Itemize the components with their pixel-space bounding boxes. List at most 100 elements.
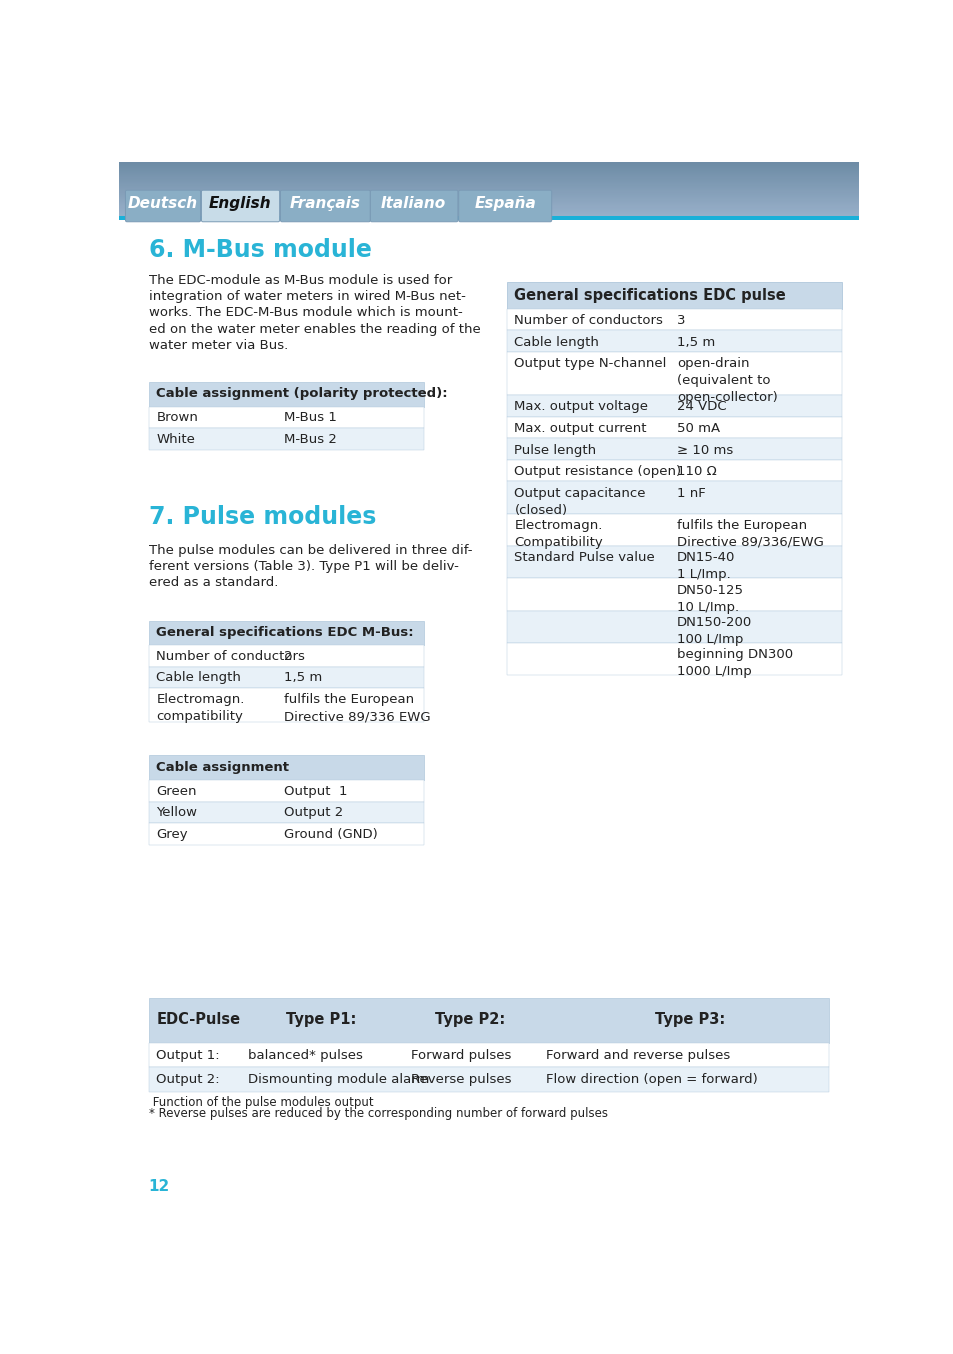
Text: Number of conductors: Number of conductors [514, 314, 662, 328]
Text: 1,5 m: 1,5 m [284, 672, 322, 685]
Bar [149, 780, 423, 802]
Text: Output 2: Output 2 [284, 806, 343, 819]
Bar [506, 282, 841, 309]
Text: ered as a standard.: ered as a standard. [149, 575, 277, 589]
Text: EDC-Pulse: EDC-Pulse [156, 1011, 240, 1026]
Bar [149, 646, 423, 666]
Bar [149, 688, 423, 722]
Text: fulfils the European
Directive 89/336/EWG: fulfils the European Directive 89/336/EW… [677, 519, 823, 548]
Text: English: English [209, 195, 272, 211]
Text: Cable assignment (polarity protected):: Cable assignment (polarity protected): [156, 387, 448, 401]
Bar [506, 513, 841, 546]
Bar [149, 1043, 828, 1067]
Text: Output 1:: Output 1: [156, 1049, 220, 1062]
Text: fulfils the European
Directive 89/336 EWG: fulfils the European Directive 89/336 EW… [284, 693, 431, 723]
Bar [506, 611, 841, 643]
Bar [506, 417, 841, 439]
Text: The EDC-module as M-Bus module is used for: The EDC-module as M-Bus module is used f… [149, 274, 452, 287]
Text: Cable length: Cable length [514, 336, 598, 349]
Text: Forward pulses: Forward pulses [410, 1049, 511, 1062]
Bar [149, 998, 828, 1043]
FancyBboxPatch shape [125, 190, 200, 222]
Text: M-Bus 2: M-Bus 2 [284, 433, 336, 445]
Text: 6. M-Bus module: 6. M-Bus module [149, 238, 371, 261]
Text: Output  1: Output 1 [284, 784, 348, 798]
Text: integration of water meters in wired M-Bus net-: integration of water meters in wired M-B… [149, 290, 465, 303]
Text: Max. output current: Max. output current [514, 422, 646, 435]
Text: Standard Pulse value: Standard Pulse value [514, 551, 655, 565]
Bar [149, 620, 423, 646]
Text: balanced* pulses: balanced* pulses [248, 1049, 362, 1062]
Bar [506, 460, 841, 481]
Text: M-Bus 1: M-Bus 1 [284, 412, 336, 424]
Text: General specifications EDC pulse: General specifications EDC pulse [514, 288, 785, 303]
Bar [149, 666, 423, 688]
Bar [506, 481, 841, 513]
Text: Output capacitance
(closed): Output capacitance (closed) [514, 486, 645, 517]
Bar [149, 1067, 828, 1091]
Bar [149, 406, 423, 428]
Text: Cable length: Cable length [156, 672, 241, 685]
Text: White: White [156, 433, 195, 445]
Bar [149, 802, 423, 823]
Text: Number of conductors: Number of conductors [156, 650, 305, 663]
FancyBboxPatch shape [458, 190, 551, 222]
Text: Type P3:: Type P3: [655, 1011, 725, 1026]
Bar [506, 439, 841, 460]
Text: DN50-125
10 L/Imp.: DN50-125 10 L/Imp. [677, 584, 743, 613]
Text: Cable assignment: Cable assignment [156, 761, 289, 773]
Text: 50 mA: 50 mA [677, 422, 720, 435]
Text: 1,5 m: 1,5 m [677, 336, 715, 349]
Text: ed on the water meter enables the reading of the: ed on the water meter enables the readin… [149, 322, 480, 336]
Bar [506, 643, 841, 676]
Text: beginning DN300
1000 L/Imp: beginning DN300 1000 L/Imp [677, 649, 793, 678]
Text: 7. Pulse modules: 7. Pulse modules [149, 505, 375, 529]
Text: water meter via Bus.: water meter via Bus. [149, 338, 288, 352]
Bar [119, 217, 858, 221]
Text: open-drain
(equivalent to
open-collector): open-drain (equivalent to open-collector… [677, 357, 778, 405]
Text: Brown: Brown [156, 412, 198, 424]
Text: 2: 2 [284, 650, 293, 663]
Text: Ground (GND): Ground (GND) [284, 827, 377, 841]
FancyBboxPatch shape [280, 190, 370, 222]
Text: Français: Français [290, 195, 360, 211]
Text: Electromagn.
compatibility: Electromagn. compatibility [156, 693, 245, 723]
Bar [506, 395, 841, 417]
Text: Grey: Grey [156, 827, 188, 841]
Text: Forward and reverse pulses: Forward and reverse pulses [546, 1049, 730, 1062]
Bar [149, 382, 423, 406]
Text: Output 2:: Output 2: [156, 1074, 220, 1086]
FancyBboxPatch shape [201, 190, 279, 222]
Text: Electromagn.
Compatibility: Electromagn. Compatibility [514, 519, 602, 548]
Bar [506, 352, 841, 395]
Text: 110 Ω: 110 Ω [677, 464, 717, 478]
Text: Green: Green [156, 784, 196, 798]
Text: Reverse pulses: Reverse pulses [410, 1074, 511, 1086]
Text: 3: 3 [677, 314, 685, 328]
Text: Output type N-channel: Output type N-channel [514, 357, 666, 370]
Text: Max. output voltage: Max. output voltage [514, 401, 648, 413]
Text: Italiano: Italiano [381, 195, 446, 211]
Text: Output resistance (open): Output resistance (open) [514, 464, 680, 478]
Text: ferent versions (Table 3). Type P1 will be deliv-: ferent versions (Table 3). Type P1 will … [149, 559, 458, 573]
Text: Yellow: Yellow [156, 806, 197, 819]
Text: General specifications EDC M-Bus:: General specifications EDC M-Bus: [156, 626, 414, 639]
Text: Type P1:: Type P1: [286, 1011, 356, 1026]
Text: 12: 12 [149, 1179, 170, 1194]
Text: The pulse modules can be delivered in three dif-: The pulse modules can be delivered in th… [149, 543, 472, 556]
Text: Pulse length: Pulse length [514, 444, 596, 456]
Bar [149, 823, 423, 845]
Text: Dismounting module alarm: Dismounting module alarm [248, 1074, 429, 1086]
Text: DN15-40
1 L/Imp.: DN15-40 1 L/Imp. [677, 551, 735, 581]
Text: Deutsch: Deutsch [128, 195, 197, 211]
Text: Function of the pulse modules output: Function of the pulse modules output [149, 1097, 373, 1109]
Text: works. The EDC-M-Bus module which is mount-: works. The EDC-M-Bus module which is mou… [149, 306, 462, 320]
Text: 24 VDC: 24 VDC [677, 401, 726, 413]
Bar [149, 428, 423, 450]
Text: ≥ 10 ms: ≥ 10 ms [677, 444, 733, 456]
Bar [506, 309, 841, 330]
Bar [506, 546, 841, 578]
Bar [506, 330, 841, 352]
FancyBboxPatch shape [370, 190, 457, 222]
Text: Flow direction (open = forward): Flow direction (open = forward) [546, 1074, 758, 1086]
